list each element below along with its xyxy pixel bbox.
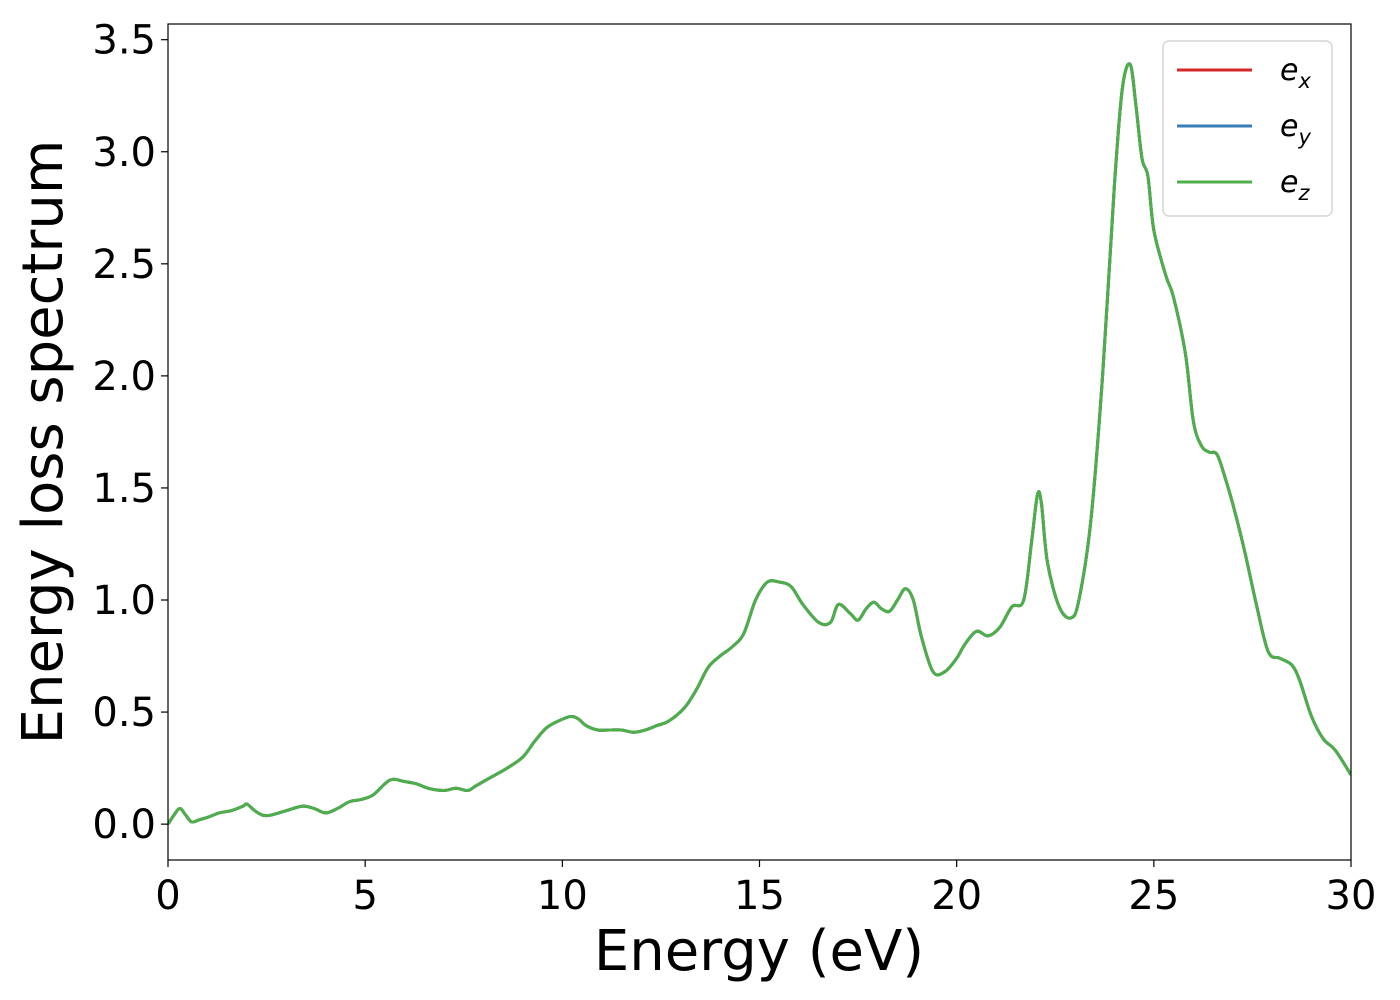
legend-label-ez: ez xyxy=(1280,165,1310,205)
y-tick-label: 1.0 xyxy=(92,578,156,624)
series-layer xyxy=(168,62,1351,825)
x-tick-label: 30 xyxy=(1326,873,1377,919)
y-tick-label: 3.5 xyxy=(92,18,156,64)
series-line-ez xyxy=(168,62,1351,825)
y-axis-label: Energy loss spectrum xyxy=(11,140,76,745)
y-tick-label: 2.5 xyxy=(92,242,156,288)
y-tick-label: 2.0 xyxy=(92,354,156,400)
y-tick-label: 0.5 xyxy=(92,690,156,736)
x-tick-label: 25 xyxy=(1128,873,1179,919)
legend-label-ey: ey xyxy=(1280,109,1311,149)
legend-label-ex: ex xyxy=(1280,53,1311,93)
legend-box xyxy=(1162,40,1333,217)
y-axis: 0.0 0.5 1.0 1.5 2.0 2.5 3.0 3.5 xyxy=(92,18,168,848)
x-axis-label: Energy (eV) xyxy=(594,919,924,984)
y-tick-label: 1.5 xyxy=(92,466,156,512)
x-axis: 0 5 10 15 20 25 30 xyxy=(155,860,1376,919)
y-tick-label: 0.0 xyxy=(92,802,156,848)
legend: ex ey ez xyxy=(1162,40,1333,217)
x-tick-label: 10 xyxy=(537,873,588,919)
x-tick-label: 20 xyxy=(931,873,982,919)
x-tick-label: 15 xyxy=(734,873,785,919)
y-tick-label: 3.0 xyxy=(92,130,156,176)
x-tick-label: 5 xyxy=(352,873,377,919)
x-tick-label: 0 xyxy=(155,873,180,919)
